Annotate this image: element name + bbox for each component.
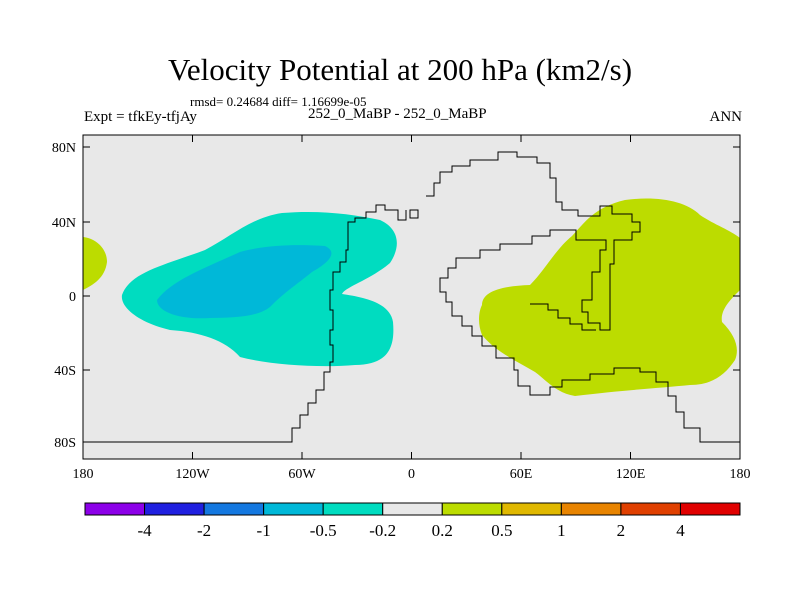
coastline-inlet bbox=[409, 209, 419, 219]
coastline-eastern-landmass bbox=[426, 151, 738, 443]
colorbar-box bbox=[441, 502, 503, 516]
lat-tick-label: 80S bbox=[54, 436, 76, 451]
lon-tick-label: 180 bbox=[73, 467, 94, 482]
lat-tick-labels: 80N 40N 0 40S 80S bbox=[52, 141, 76, 451]
colorbar-label: 0.5 bbox=[491, 521, 512, 540]
tick-marks bbox=[82, 135, 741, 459]
colorbar-box bbox=[263, 502, 324, 516]
colorbar-box bbox=[382, 502, 443, 516]
negative-anomaly-core bbox=[157, 245, 332, 319]
lon-tick-label: 0 bbox=[408, 467, 415, 482]
lon-tick-label: 120W bbox=[175, 467, 210, 482]
lat-tick-label: 40N bbox=[52, 216, 76, 231]
colorbar-label: 1 bbox=[557, 521, 566, 540]
colorbar-box bbox=[203, 502, 265, 516]
lat-tick-label: 80N bbox=[52, 141, 76, 156]
experiment-label: Expt = tfkEy-tfjAy bbox=[84, 109, 197, 125]
colorbar-box bbox=[560, 502, 622, 516]
colorbar-label: -1 bbox=[257, 521, 271, 540]
lon-tick-label: 120E bbox=[616, 467, 646, 482]
colorbar-label: -0.2 bbox=[369, 521, 396, 540]
colorbar-label: 0.2 bbox=[432, 521, 453, 540]
lon-tick-labels: 180 120W 60W 0 60E 120E 180 bbox=[73, 467, 751, 482]
lon-tick-label: 60E bbox=[510, 467, 533, 482]
coastline-inner-loop bbox=[530, 303, 596, 331]
colorbar: -4 -2 -1 -0.5 -0.2 0.2 0.5 1 2 4 bbox=[84, 502, 741, 540]
stats-line: rmsd= 0.24684 diff= 1.16699e-05 bbox=[190, 94, 367, 109]
colorbar-label: 2 bbox=[617, 521, 626, 540]
colorbar-box bbox=[620, 502, 681, 516]
lat-tick-label: 0 bbox=[69, 290, 76, 305]
lon-tick-label: 180 bbox=[730, 467, 751, 482]
colorbar-box bbox=[144, 502, 205, 516]
lon-tick-label: 60W bbox=[288, 467, 316, 482]
case-label: 252_0_MaBP - 252_0_MaBP bbox=[308, 106, 487, 122]
lat-tick-label: 40S bbox=[54, 364, 76, 379]
colorbar-box bbox=[322, 502, 384, 516]
colorbar-box bbox=[501, 502, 562, 516]
continent-outlines bbox=[88, 151, 738, 443]
colorbar-box bbox=[679, 502, 741, 516]
plot-title: Velocity Potential at 200 hPa (km2/s) bbox=[167, 52, 633, 87]
colorbar-label: -4 bbox=[137, 521, 152, 540]
season-label: ANN bbox=[709, 109, 743, 125]
colorbar-box bbox=[84, 502, 146, 516]
colorbar-label: -0.5 bbox=[310, 521, 337, 540]
colorbar-label: -2 bbox=[197, 521, 211, 540]
colorbar-label: 4 bbox=[676, 521, 685, 540]
positive-anomaly-edge-west bbox=[83, 237, 107, 290]
coastline-western-landmass bbox=[88, 204, 407, 443]
